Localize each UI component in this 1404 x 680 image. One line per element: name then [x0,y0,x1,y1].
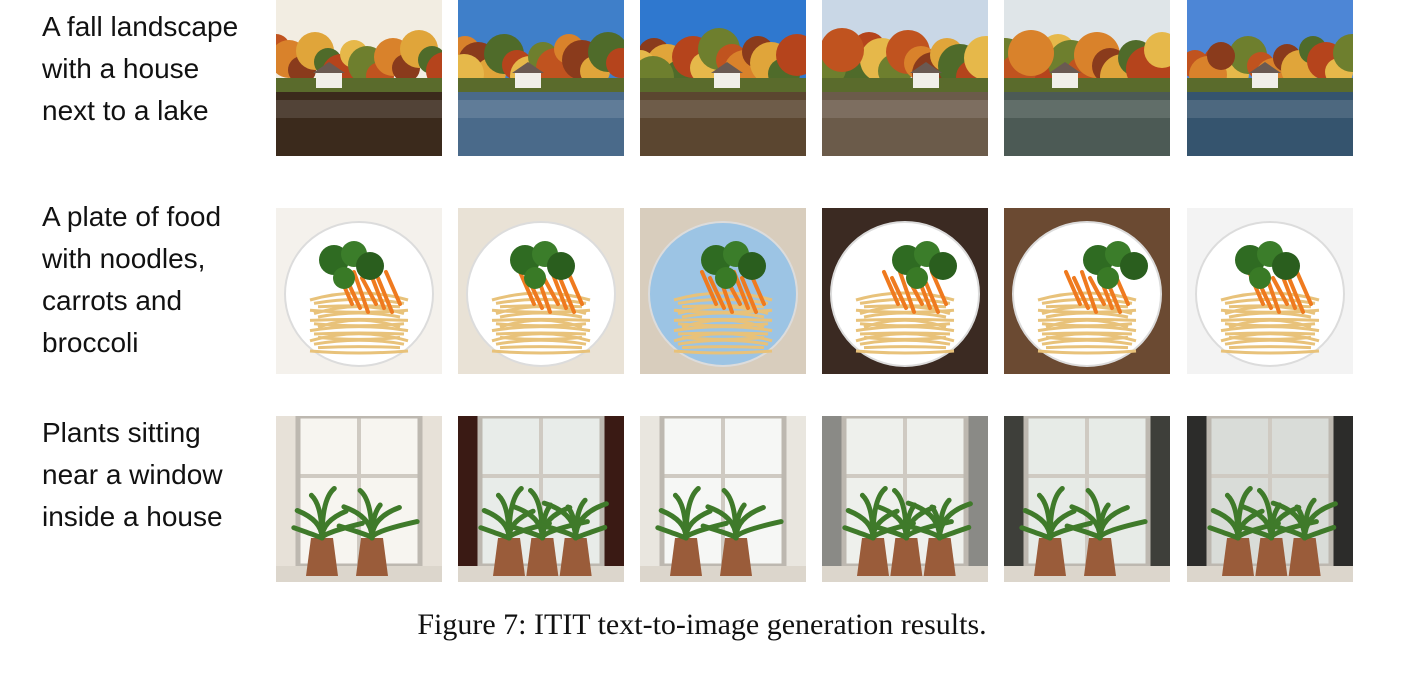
prompt-line: near a window [42,459,223,490]
prompt-text-row-3: Plants sitting near a window inside a ho… [42,412,270,538]
prompt-text-row-2: A plate of food with noodles, carrots an… [42,196,270,364]
noodle-plate-photo [640,208,806,374]
window-plants-photo [1004,416,1170,582]
prompt-line: A plate of food [42,201,222,232]
noodle-plate-photo [276,208,442,374]
prompt-line: A fall landscape [42,11,239,42]
prompt-line: carrots and [42,285,183,316]
window-plants-photo [1187,416,1353,582]
prompt-text-row-1: A fall landscape with a house next to a … [42,6,270,132]
prompt-line: with noodles, [42,243,206,274]
prompt-line: with a house [42,53,200,84]
autumn-lake-house-photo [640,0,806,166]
noodle-plate-photo [458,208,624,374]
autumn-lake-house-photo [1187,0,1353,166]
window-plants-photo [276,416,442,582]
prompt-line: Plants sitting [42,417,201,448]
figure-caption: Figure 7: ITIT text-to-image generation … [417,608,987,641]
window-plants-photo [640,416,806,582]
window-plants-photo [822,416,988,582]
noodle-plate-photo [822,208,988,374]
noodle-plate-photo [1187,208,1353,374]
noodle-plate-photo [1004,208,1170,374]
autumn-lake-house-photo [1004,0,1170,166]
window-plants-photo [458,416,624,582]
autumn-lake-house-photo [458,0,624,166]
prompt-line: next to a lake [42,95,209,126]
prompt-line: inside a house [42,501,223,532]
autumn-lake-house-photo [822,0,988,166]
prompt-line: broccoli [42,327,139,358]
autumn-lake-house-photo [276,0,442,166]
